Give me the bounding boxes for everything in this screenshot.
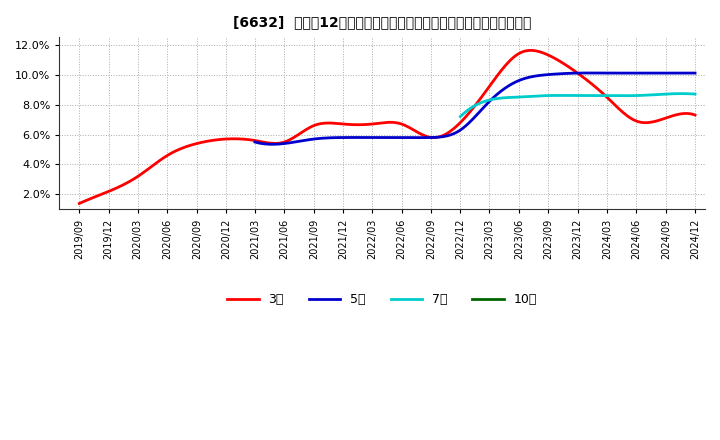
7年 [654,92,662,97]
7年 [595,93,603,98]
5年 [521,76,530,81]
Line: 5年: 5年 [255,73,695,144]
5年 [690,70,699,76]
5年 [251,139,259,145]
3年 [526,48,535,53]
7年 [600,93,608,98]
3年 [690,112,699,117]
Title: [6632]  売上高12か月移動合計の対前年同期増減率の標準偏差の推移: [6632] 売上高12か月移動合計の対前年同期増減率の標準偏差の推移 [233,15,531,29]
3年 [635,119,644,125]
7年 [456,113,465,118]
7年 [669,91,678,96]
Line: 7年: 7年 [460,94,695,117]
7年 [595,93,604,98]
Legend: 3年, 5年, 7年, 10年: 3年, 5年, 7年, 10年 [222,288,542,311]
3年 [77,200,86,205]
5年 [585,70,593,76]
7年 [456,114,464,119]
7年 [690,92,699,97]
5年 [252,140,261,145]
5年 [513,79,521,84]
5年 [269,142,277,147]
7年 [678,91,686,96]
3年 [596,88,605,94]
3年 [75,201,84,206]
5年 [514,78,523,83]
3年 [439,132,448,138]
Line: 3年: 3年 [79,51,695,203]
3年 [441,132,450,137]
5年 [652,70,661,76]
5年 [624,70,633,76]
3年 [452,124,461,129]
